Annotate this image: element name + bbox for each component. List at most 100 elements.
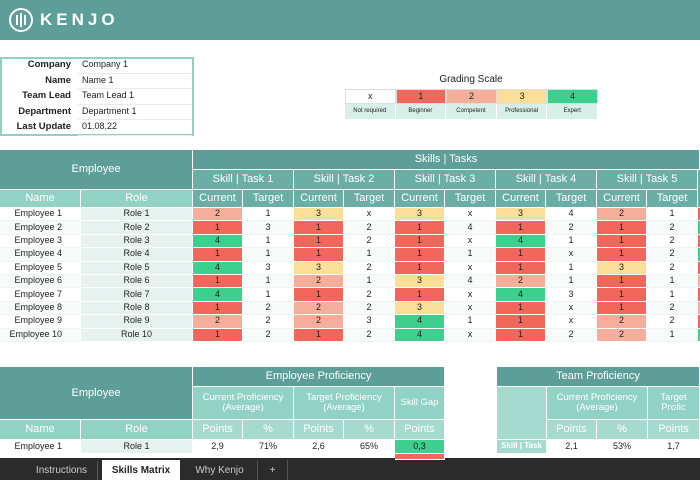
column-header: Current	[294, 190, 344, 208]
sheet-tab[interactable]: +	[258, 460, 288, 480]
current-score: 1	[294, 248, 344, 262]
proficiency-cell: 2,6	[294, 440, 344, 454]
task-header: Skill | Task 5	[597, 170, 698, 190]
current-score: 3	[395, 301, 445, 316]
target-score: 1	[243, 208, 294, 222]
target-score: x	[546, 301, 597, 316]
column-header: Points	[294, 420, 344, 440]
proficiency-cell: 65%	[344, 440, 395, 454]
logo-icon	[9, 8, 33, 32]
employee-role: Role 2	[81, 221, 193, 235]
target-score: 3	[546, 288, 597, 302]
target-score: 2	[647, 248, 698, 262]
column-header: Role	[81, 190, 193, 208]
current-score: 4	[193, 234, 243, 249]
target-score: 2	[344, 234, 395, 249]
target-score: 1	[546, 261, 597, 275]
grade-value: x	[345, 89, 396, 104]
column-header: Target	[243, 190, 294, 208]
current-score: 4	[193, 288, 243, 302]
target-score: 1	[647, 208, 698, 222]
target-score: 1	[546, 275, 597, 289]
current-score: 3	[294, 208, 344, 222]
target-score: 1	[243, 248, 294, 262]
info-value: 01.08.22	[78, 120, 192, 136]
target-score: 1	[546, 234, 597, 249]
target-score: 3	[243, 221, 294, 235]
target-score: 2	[344, 221, 395, 235]
target-score: 2	[647, 261, 698, 275]
column-header: Target	[445, 190, 496, 208]
column-header: Name	[0, 190, 81, 208]
current-score: 1	[496, 248, 546, 262]
current-score	[698, 234, 700, 249]
task-header: Skill | Task 2	[294, 170, 395, 190]
info-value: Company 1	[78, 58, 192, 74]
task-header: Skill | Task 3	[395, 170, 496, 190]
info-label: Last Update	[16, 121, 71, 133]
employee-name: Employee 6	[0, 275, 81, 289]
group-header: Employee	[0, 150, 193, 190]
target-score: 2	[243, 301, 294, 316]
current-score: 1	[294, 328, 344, 342]
target-score: 2	[243, 328, 294, 342]
grade-value: 3	[496, 89, 548, 104]
column-header: Current	[395, 190, 445, 208]
current-score: 2	[193, 315, 243, 329]
target-score: x	[445, 328, 496, 342]
target-score: 2	[344, 328, 395, 342]
header-bar: KENJO	[0, 0, 700, 40]
current-score: 1	[294, 288, 344, 302]
current-score: 2	[597, 328, 647, 342]
current-score: 1	[597, 301, 647, 316]
target-score: 4	[445, 275, 496, 289]
target-score: 2	[546, 328, 597, 342]
target-score: 1	[344, 275, 395, 289]
current-score: 1	[496, 328, 546, 342]
grade-label: Competent	[446, 104, 497, 120]
employee-role: Role 8	[81, 301, 193, 316]
current-score	[698, 221, 700, 235]
grade-label: Expert	[547, 104, 598, 120]
target-score: 2	[344, 288, 395, 302]
task-header: Skill | Task 4	[496, 170, 597, 190]
current-score: 1	[395, 288, 445, 302]
current-score: 1	[395, 234, 445, 249]
current-score	[698, 301, 700, 316]
team-cell: 1,7	[648, 440, 700, 454]
team-header	[497, 387, 547, 440]
sheet-tab[interactable]: Why Kenjo	[182, 460, 258, 480]
current-score	[698, 208, 700, 222]
grade-value: 4	[547, 89, 598, 104]
current-score: 2	[597, 208, 647, 222]
team-cell: 2,1	[547, 440, 597, 454]
info-value: Team Lead 1	[78, 89, 192, 105]
logo-text: KENJO	[40, 10, 119, 29]
grade-label: Not required	[345, 104, 396, 120]
target-score: 1	[647, 328, 698, 342]
current-score: 2	[193, 208, 243, 222]
info-value: Department 1	[78, 105, 192, 120]
target-score: 1	[445, 315, 496, 329]
current-score: 2	[294, 275, 344, 289]
current-score: 4	[496, 234, 546, 249]
current-score: 3	[294, 261, 344, 275]
employee-role: Role 5	[81, 261, 193, 275]
target-score: 3	[344, 315, 395, 329]
current-score: 1	[597, 248, 647, 262]
current-score: 1	[193, 301, 243, 316]
sheet-tab[interactable]: Instructions	[26, 460, 98, 480]
column-header: Role	[81, 420, 193, 440]
current-score	[698, 275, 700, 289]
team-group: Target Profic	[648, 387, 700, 420]
employee-role: Role 10	[81, 328, 193, 342]
target-score: 1	[445, 248, 496, 262]
column-header: Points	[648, 420, 700, 440]
sheet-tab[interactable]: Skills Matrix	[102, 460, 180, 480]
employee-name: Employee 4	[0, 248, 81, 262]
target-score: x	[546, 248, 597, 262]
current-score	[698, 328, 700, 342]
target-score: 4	[546, 208, 597, 222]
employee-name: Employee 7	[0, 288, 81, 302]
